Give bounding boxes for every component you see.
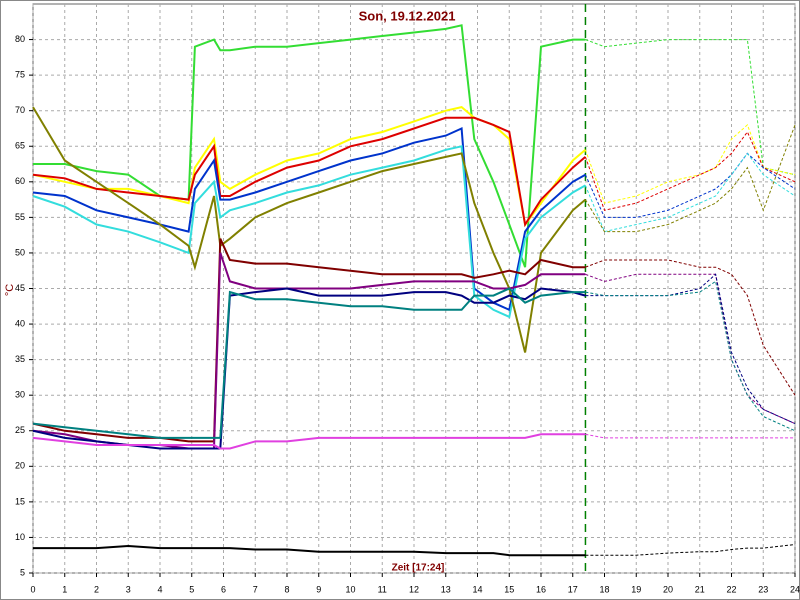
- y-tick-label: 30: [15, 390, 25, 400]
- series-line: [32, 116, 587, 228]
- y-tick-label: 70: [15, 105, 25, 115]
- series-line: [32, 433, 586, 450]
- y-tick-label: 10: [15, 532, 25, 542]
- y-tick-label: 50: [15, 247, 25, 257]
- y-tick-label: 55: [15, 212, 25, 222]
- x-tick-label: 4: [157, 584, 162, 594]
- y-axis-label: °C: [4, 284, 16, 296]
- x-tick-label: 15: [504, 584, 514, 594]
- x-tick-label: 9: [316, 584, 321, 594]
- y-tick-label: 5: [20, 567, 25, 577]
- x-tick-label: 6: [221, 584, 226, 594]
- x-tick-label: 1: [62, 584, 67, 594]
- x-tick-label: 10: [345, 584, 355, 594]
- y-tick-label: 45: [15, 283, 25, 293]
- series-line: [32, 287, 586, 439]
- chart-title: Son, 19.12.2021: [359, 8, 456, 23]
- series-line-forecast: [585, 544, 796, 556]
- series-line-forecast: [585, 273, 796, 425]
- x-tick-label: 24: [790, 584, 800, 594]
- series-line-forecast: [584, 124, 796, 233]
- y-tick-label: 40: [15, 318, 25, 328]
- x-tick-label: 23: [758, 584, 768, 594]
- series-line-forecast: [584, 152, 796, 233]
- series-line: [33, 544, 586, 557]
- series-line: [32, 287, 586, 450]
- x-tick-label: 8: [284, 584, 289, 594]
- series-line-forecast: [585, 280, 796, 432]
- x-tick-label: 7: [253, 584, 258, 594]
- y-tick-label: 15: [15, 496, 25, 506]
- x-tick-label: 2: [94, 584, 99, 594]
- series-line-forecast: [584, 152, 796, 218]
- x-tick-label: 17: [568, 584, 578, 594]
- y-tick-label: 25: [15, 425, 25, 435]
- y-tick-label: 80: [15, 34, 25, 44]
- series-line-forecast: [584, 131, 796, 211]
- x-tick-label: 20: [663, 584, 673, 594]
- y-tick-label: 65: [15, 141, 25, 151]
- x-axis-label: Zeit [17:24]: [392, 563, 445, 574]
- series-line-forecast: [585, 39, 796, 176]
- x-tick-label: 16: [536, 584, 546, 594]
- series-line-forecast: [585, 433, 795, 439]
- y-tick-label: 60: [15, 176, 25, 186]
- y-tick-label: 35: [15, 354, 25, 364]
- x-tick-label: 14: [472, 584, 482, 594]
- series-line: [32, 145, 586, 319]
- x-tick-label: 22: [726, 584, 736, 594]
- x-tick-label: 13: [441, 584, 451, 594]
- x-tick-label: 5: [189, 584, 194, 594]
- x-tick-label: 18: [599, 584, 609, 594]
- x-tick-label: 3: [126, 584, 131, 594]
- x-tick-label: 19: [631, 584, 641, 594]
- x-tick-label: 0: [30, 584, 35, 594]
- x-tick-label: 12: [409, 584, 419, 594]
- x-tick-label: 21: [695, 584, 705, 594]
- x-tick-label: 11: [378, 584, 387, 594]
- series-line-forecast: [585, 259, 796, 396]
- y-tick-label: 20: [15, 461, 25, 471]
- y-tick-label: 75: [15, 70, 25, 80]
